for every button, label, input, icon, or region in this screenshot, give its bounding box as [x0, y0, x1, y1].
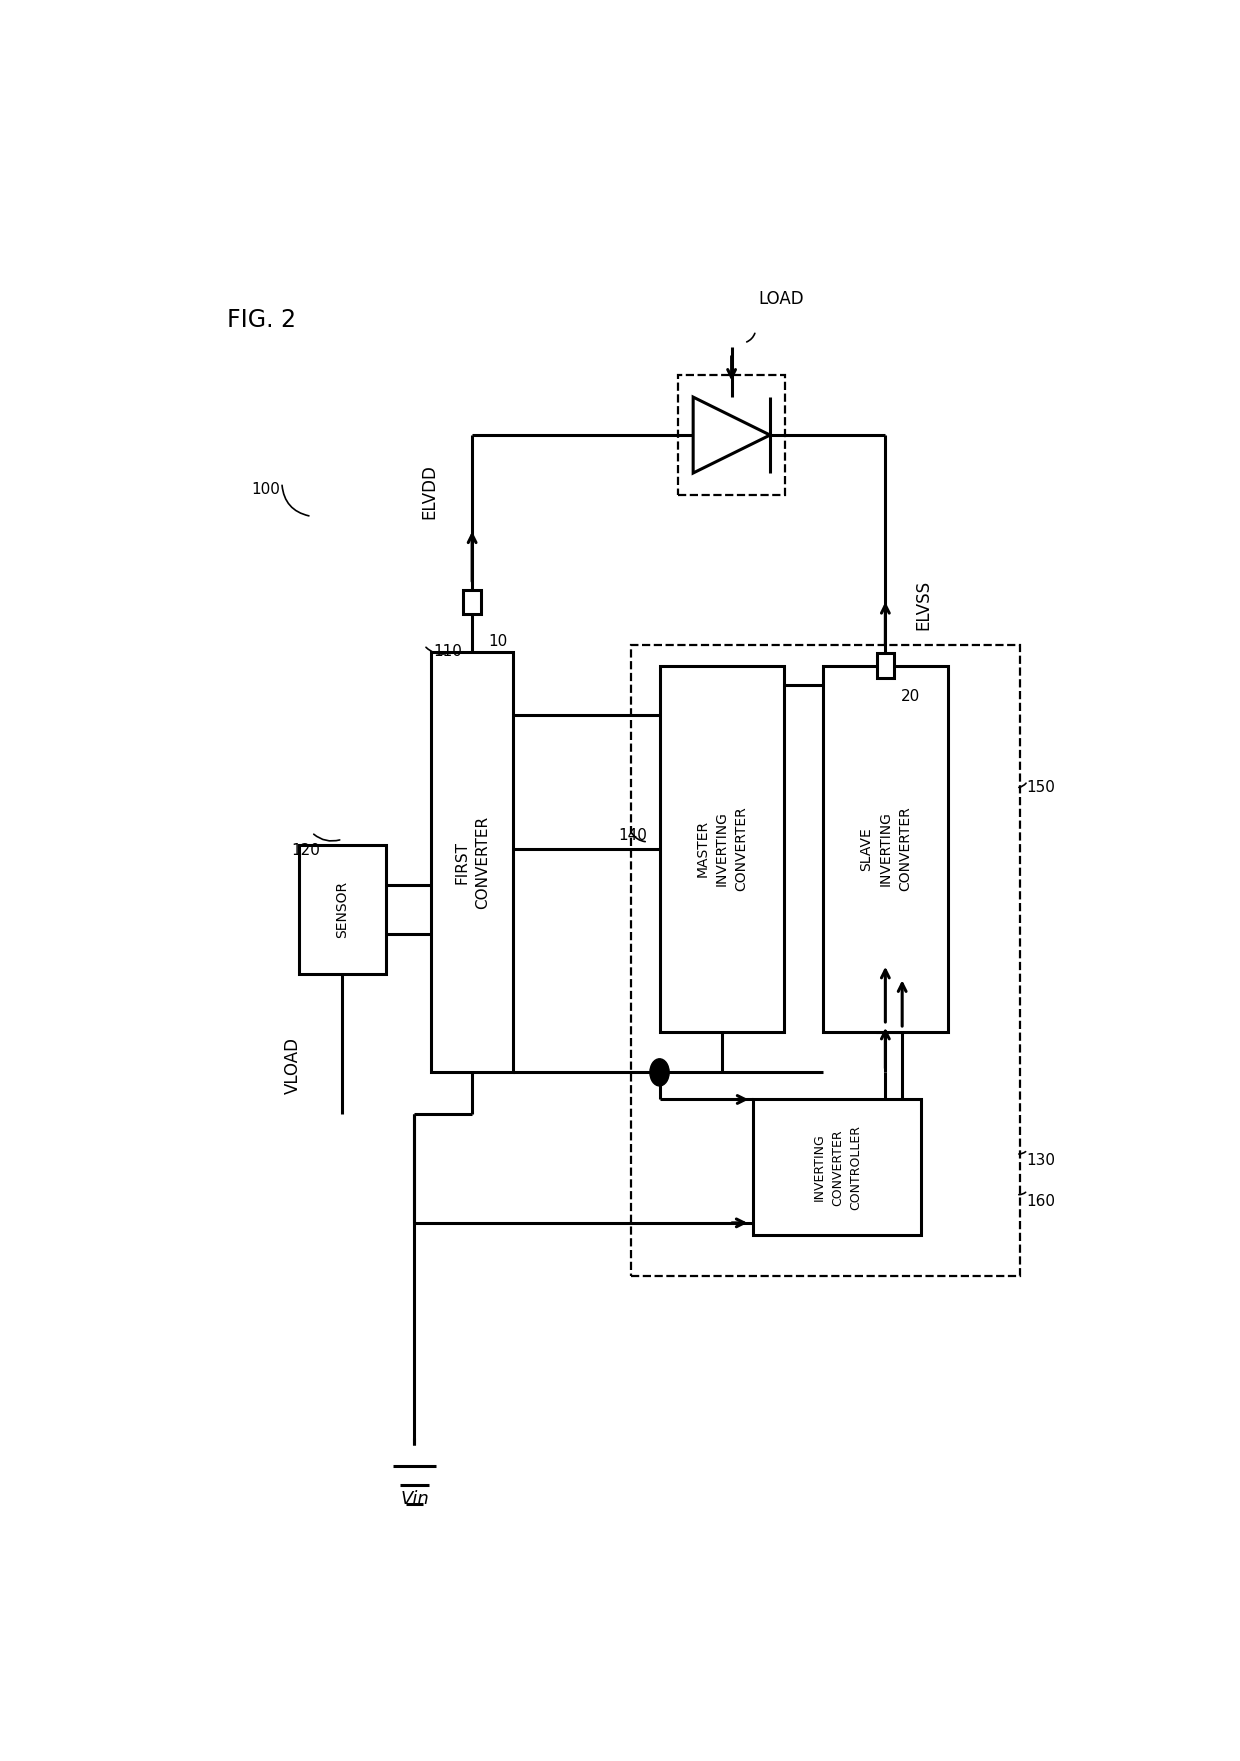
Text: ELVSS: ELVSS	[915, 579, 932, 630]
Circle shape	[650, 1058, 670, 1087]
Text: FIRST
CONVERTER: FIRST CONVERTER	[454, 815, 490, 909]
FancyBboxPatch shape	[660, 666, 785, 1032]
Text: SLAVE
INVERTING
CONVERTER: SLAVE INVERTING CONVERTER	[859, 807, 911, 891]
Text: 130: 130	[1027, 1153, 1055, 1168]
Text: 110: 110	[434, 645, 463, 659]
Text: ELVDD: ELVDD	[420, 465, 438, 519]
Text: 160: 160	[1027, 1194, 1055, 1208]
Text: Vin: Vin	[401, 1490, 429, 1507]
Text: INVERTING
CONVERTER
CONTROLLER: INVERTING CONVERTER CONTROLLER	[812, 1125, 862, 1210]
FancyBboxPatch shape	[877, 653, 894, 678]
Text: VLOAD: VLOAD	[284, 1037, 301, 1094]
Text: SENSOR: SENSOR	[335, 880, 350, 939]
FancyBboxPatch shape	[823, 666, 947, 1032]
FancyBboxPatch shape	[432, 652, 513, 1072]
FancyBboxPatch shape	[753, 1099, 921, 1234]
Text: 150: 150	[1027, 780, 1055, 796]
Text: 120: 120	[291, 844, 320, 858]
Text: 100: 100	[250, 483, 280, 497]
Text: 20: 20	[900, 689, 920, 704]
FancyBboxPatch shape	[464, 590, 481, 615]
Text: 140: 140	[619, 828, 647, 842]
FancyBboxPatch shape	[299, 845, 386, 974]
Text: 10: 10	[489, 634, 507, 650]
Text: FIG. 2: FIG. 2	[227, 308, 296, 331]
Text: LOAD: LOAD	[759, 291, 804, 308]
Text: MASTER
INVERTING
CONVERTER: MASTER INVERTING CONVERTER	[696, 807, 749, 891]
